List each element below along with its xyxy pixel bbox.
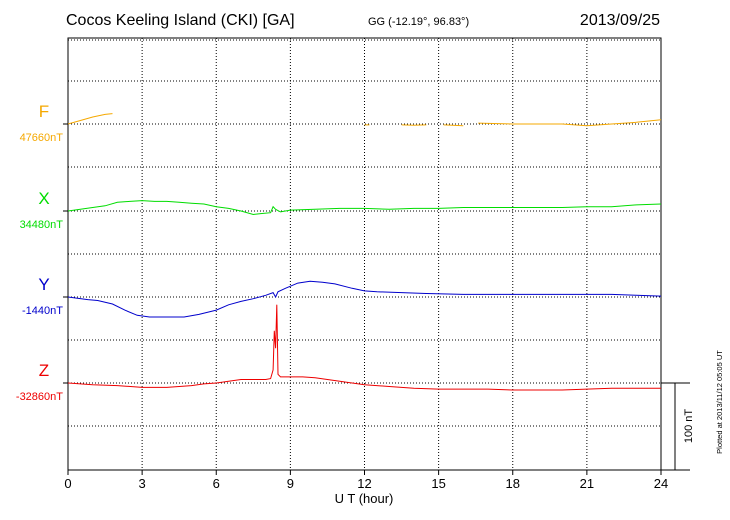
- trace-f-0: [67, 113, 113, 125]
- trace-z-0: [67, 304, 661, 391]
- x-tick-label-3: 9: [287, 476, 294, 491]
- station-title: Cocos Keeling Island (CKI) [GA]: [66, 12, 295, 29]
- trace-x-0: [67, 200, 662, 216]
- series-baseline-x: 34480nT: [20, 219, 64, 231]
- trace-y-0: [67, 280, 662, 318]
- series-name-y: Y: [38, 275, 49, 294]
- x-tick-label-4: 12: [357, 476, 371, 491]
- x-tick-label-1: 3: [139, 476, 146, 491]
- x-axis-ticks: 0 3 6 9 12 15 18 21 24: [64, 470, 668, 491]
- geographic-coordinates: GG (-12.19°, 96.83°): [368, 16, 470, 28]
- x-tick-label-7: 21: [580, 476, 594, 491]
- x-tick-label-8: 24: [654, 476, 668, 491]
- traces: [67, 113, 662, 391]
- scale-bar: 100 nT: [661, 382, 695, 471]
- series-baseline-f: 47660nT: [20, 132, 64, 144]
- grid-lines: [68, 38, 661, 470]
- series-name-z: Z: [39, 361, 49, 380]
- series-name-f: F: [39, 102, 49, 121]
- series-labels: F 47660nT X 34480nT Y -1440nT Z -32860nT: [16, 102, 68, 403]
- plotted-note: Plotted at 2013/11/12 05:05 UT: [715, 350, 724, 454]
- x-tick-label-6: 18: [506, 476, 520, 491]
- x-axis-label: U T (hour): [335, 491, 394, 506]
- series-baseline-z: -32860nT: [16, 391, 63, 403]
- trace-f-4: [478, 119, 662, 127]
- x-tick-label-0: 0: [64, 476, 71, 491]
- series-baseline-y: -1440nT: [22, 305, 63, 317]
- scale-bar-label: 100 nT: [683, 409, 695, 444]
- x-tick-label-2: 6: [213, 476, 220, 491]
- x-tick-label-5: 15: [431, 476, 445, 491]
- plot-date: 2013/09/25: [579, 12, 660, 29]
- series-name-x: X: [38, 189, 49, 208]
- trace-f-3: [443, 124, 464, 127]
